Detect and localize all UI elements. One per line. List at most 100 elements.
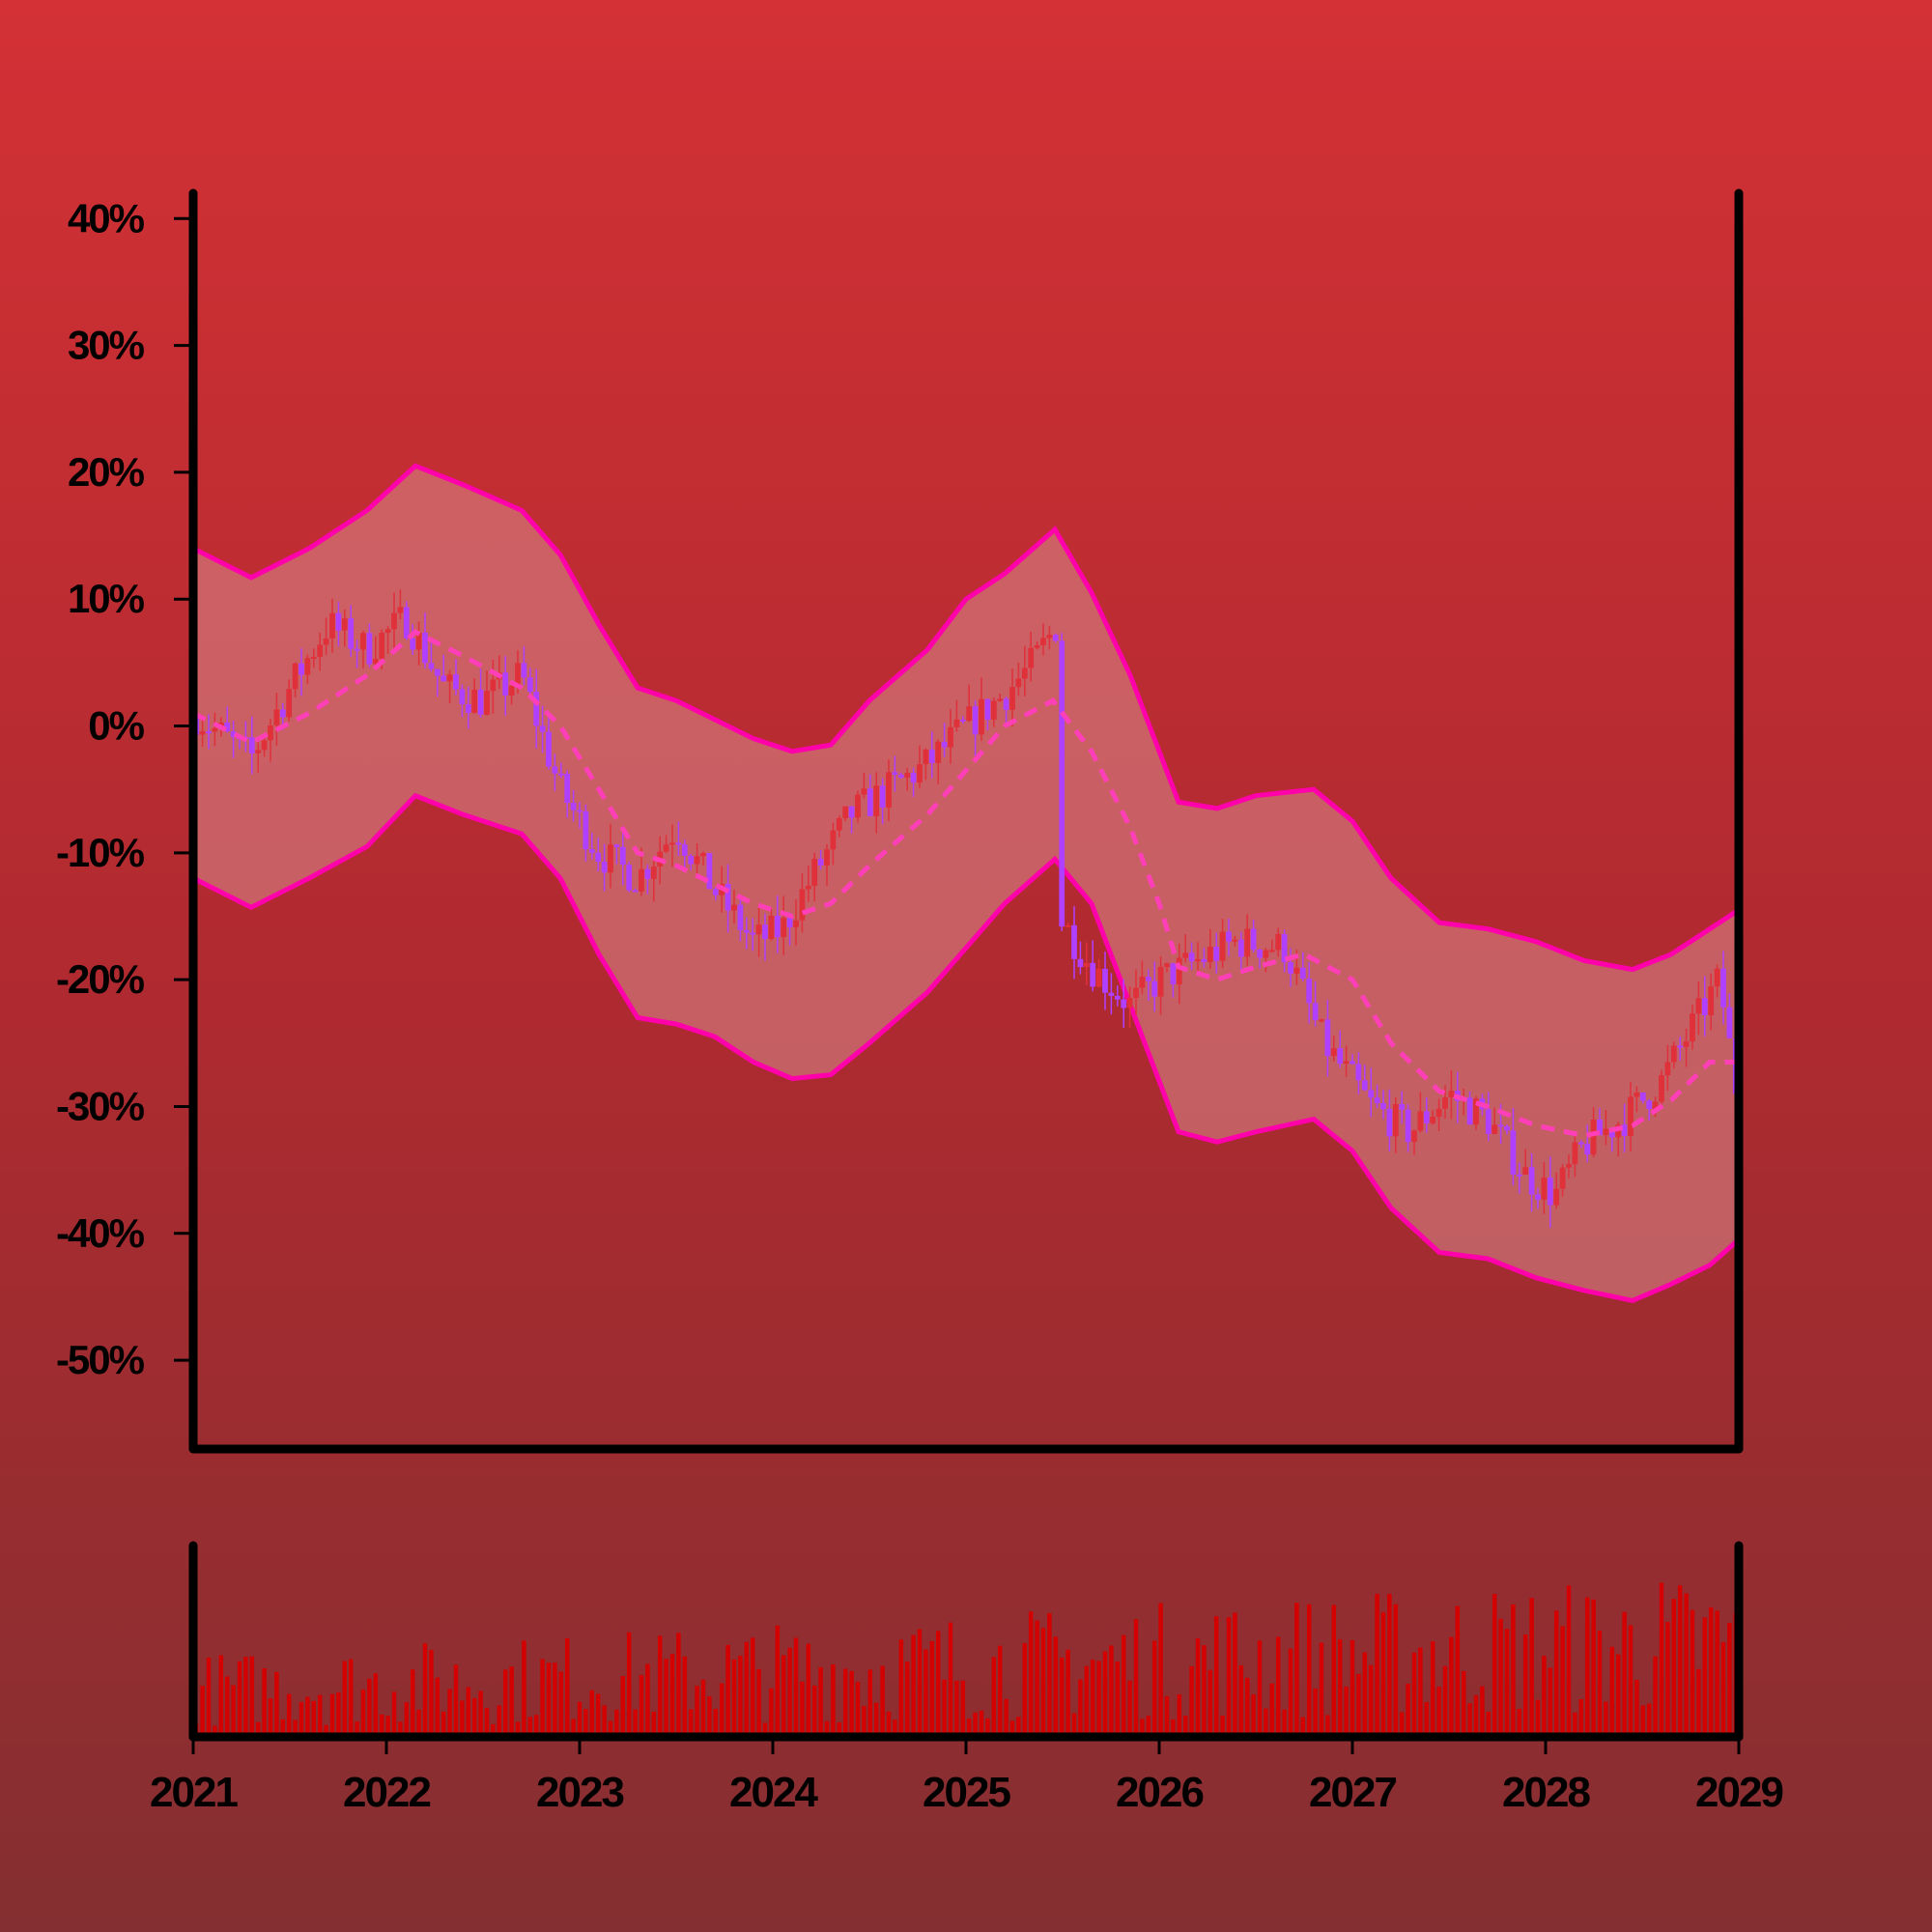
candle-body: [861, 788, 867, 795]
candle: [1003, 696, 1009, 724]
candle-body: [1386, 1109, 1393, 1137]
volume-bar: [942, 1679, 947, 1737]
candle-body: [1603, 1128, 1609, 1136]
candle-body: [397, 607, 404, 613]
candle: [1664, 1044, 1671, 1092]
candle-body: [546, 731, 552, 767]
candle-body: [817, 859, 824, 866]
volume-bar: [898, 1639, 904, 1737]
candle-body: [1695, 998, 1702, 1014]
candle-body: [1355, 1064, 1362, 1081]
volume-bar: [744, 1641, 750, 1737]
candle: [329, 598, 335, 653]
candle-body: [1584, 1144, 1591, 1155]
volume-bar: [471, 1697, 477, 1737]
candle: [948, 709, 953, 764]
moving-average-line: [191, 629, 1739, 1139]
candle-body: [1553, 1188, 1560, 1206]
candle-body: [830, 830, 837, 850]
volume-bar: [1436, 1686, 1441, 1737]
volume-bar: [1517, 1708, 1522, 1737]
volume-bar: [954, 1680, 959, 1737]
candle: [1219, 919, 1226, 969]
volume-bar: [583, 1709, 588, 1737]
candle: [1052, 633, 1059, 643]
candle: [830, 822, 837, 866]
candle: [805, 866, 811, 902]
volume-bar: [1282, 1709, 1287, 1737]
candle-body: [953, 719, 960, 727]
candle-body: [1114, 995, 1121, 1000]
volume-bar: [558, 1671, 564, 1737]
volume-bar: [1522, 1634, 1528, 1737]
candle-body: [588, 849, 595, 853]
candle: [1392, 1096, 1399, 1153]
candle: [619, 830, 626, 886]
candle-body: [1095, 968, 1102, 987]
volume-bar: [1195, 1638, 1201, 1737]
candle: [564, 769, 571, 818]
volume-bar: [1671, 1599, 1677, 1737]
volume-bar: [1640, 1705, 1646, 1737]
volume-bar: [818, 1666, 823, 1737]
candle: [1701, 976, 1708, 1037]
candle: [1492, 1107, 1498, 1135]
candle: [521, 646, 527, 686]
volume-bar: [1566, 1585, 1572, 1737]
candle-body: [781, 918, 787, 938]
volume-bar: [360, 1689, 366, 1737]
candle: [724, 864, 731, 933]
candle: [588, 833, 595, 860]
candle: [731, 889, 737, 924]
candle: [384, 626, 391, 654]
candle-body: [422, 632, 428, 664]
candle-body: [886, 772, 892, 809]
volume-bar: [973, 1712, 978, 1737]
candle-body: [1677, 1045, 1684, 1048]
volume-bar: [1375, 1593, 1379, 1737]
candle-body: [639, 868, 644, 892]
candle-body: [248, 737, 255, 753]
volume-bar: [1115, 1662, 1121, 1737]
candle-body: [379, 633, 385, 660]
y-axis: 40% 30% 20% 10% 0% -10% -20% -30% -40% -50%: [56, 195, 193, 1382]
volume-bar: [280, 1719, 286, 1737]
candle-body: [329, 612, 335, 639]
volume-bar: [1233, 1612, 1237, 1737]
volume-bar: [1659, 1582, 1664, 1737]
candle: [1188, 942, 1195, 971]
candle-body: [1380, 1103, 1386, 1110]
candle-body: [1077, 958, 1084, 968]
volume-bar: [398, 1721, 403, 1737]
candle: [206, 714, 212, 750]
volume-bar: [811, 1685, 817, 1737]
volume-bar: [1202, 1645, 1207, 1737]
candle: [1015, 662, 1022, 696]
candle-body: [1028, 647, 1035, 668]
candle-body: [1237, 939, 1244, 957]
candle: [1157, 955, 1164, 1015]
candle-body: [1034, 645, 1040, 648]
candle-body: [1701, 998, 1708, 1016]
volume-bar: [1004, 1698, 1009, 1737]
candle: [762, 913, 768, 961]
volume-bar: [1035, 1620, 1039, 1737]
volume-bar: [966, 1718, 972, 1737]
volume-bar: [268, 1698, 273, 1737]
candle: [1102, 952, 1108, 1010]
price-axis-frame: [188, 188, 1744, 1454]
x-tick-label: 2028: [1502, 1769, 1590, 1816]
candle: [1126, 986, 1133, 1028]
candle: [644, 864, 651, 895]
volume-bar: [1264, 1708, 1268, 1737]
candle-body: [917, 764, 923, 783]
volume-bar: [1473, 1695, 1479, 1737]
candle-body: [675, 842, 682, 845]
candle-body: [1139, 977, 1146, 988]
candle-body: [1392, 1103, 1399, 1137]
candle: [774, 895, 781, 953]
lower-band-line: [191, 792, 1741, 1304]
volume-bar: [478, 1690, 483, 1737]
candle: [1374, 1084, 1380, 1109]
